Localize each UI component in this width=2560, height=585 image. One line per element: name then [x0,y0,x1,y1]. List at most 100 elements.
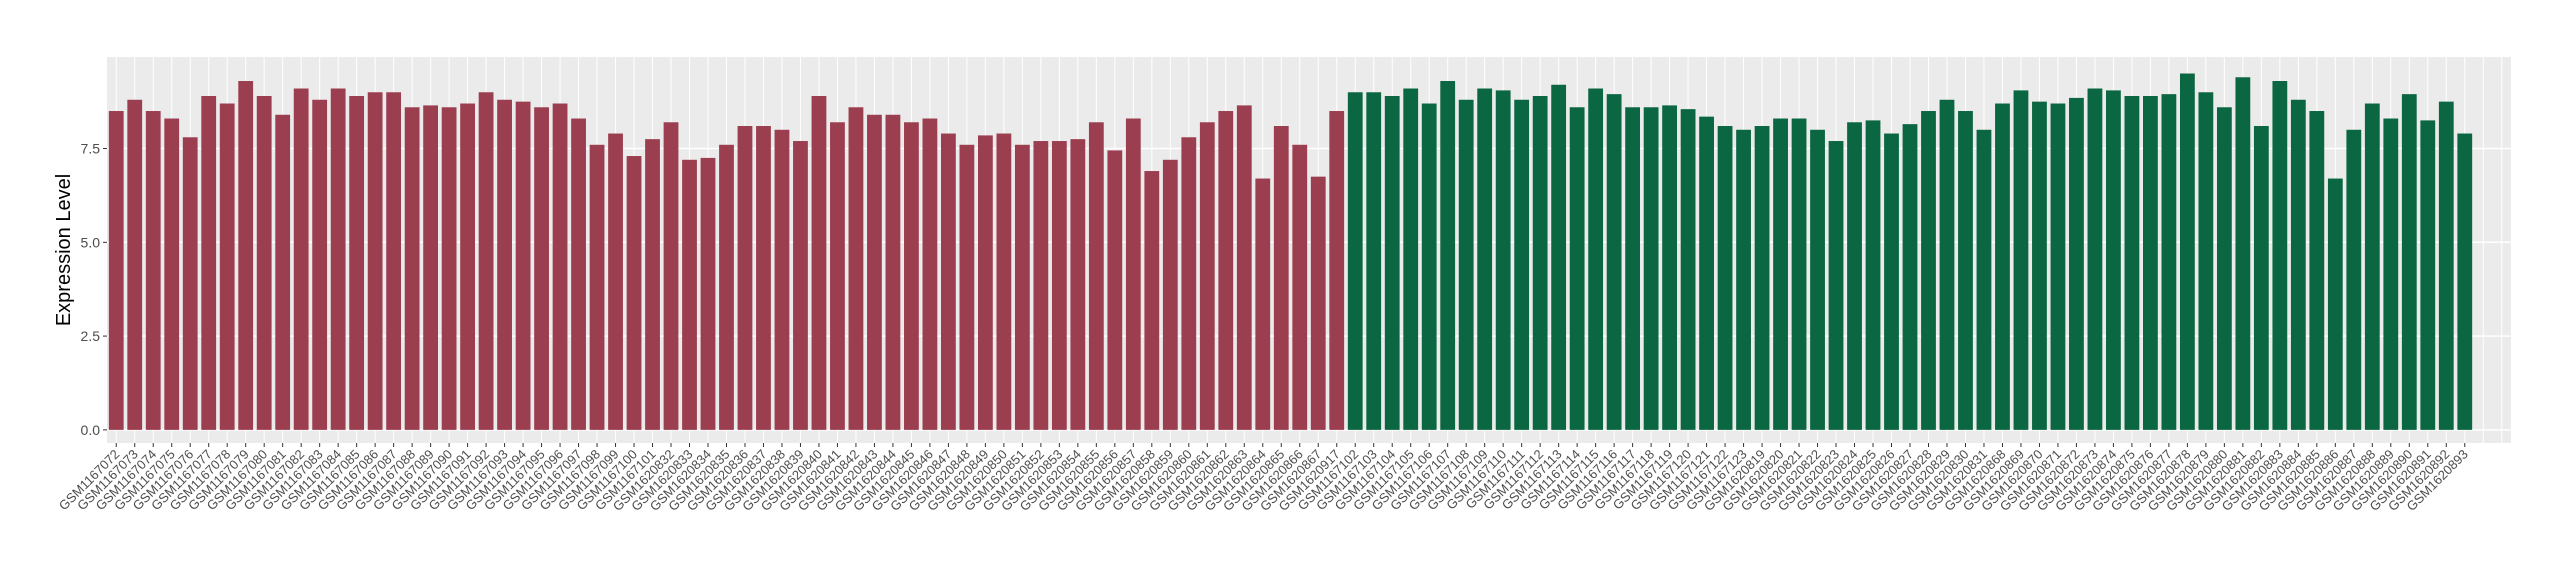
bar [1458,99,1474,430]
bar [756,126,771,430]
bar [2216,107,2232,430]
bar [182,137,198,430]
bar [1366,92,1382,430]
bar [904,122,919,430]
bar [1551,84,1567,430]
bar [959,144,975,430]
bar [219,103,235,430]
bar [848,107,864,430]
bar [534,107,549,430]
bar [1421,103,1437,430]
bar [441,107,457,430]
bar [1162,159,1178,430]
bar [1495,90,1511,430]
bar [478,92,494,430]
bar [108,111,124,430]
bar [996,133,1012,430]
bar [1828,141,1844,430]
bar [2383,118,2399,430]
bar [293,88,309,430]
bar [885,114,901,430]
bar [1199,122,1215,430]
bar [2253,126,2269,430]
bar [2457,133,2473,430]
bar [1754,126,1770,430]
y-tick-label: 2.5 [81,328,101,344]
y-tick-label: 7.5 [81,141,101,157]
bar [1532,96,1548,430]
bar [1107,150,1123,430]
bar [201,96,217,430]
bar [1588,88,1604,430]
bar [867,114,882,430]
bar [626,156,642,430]
bar [1440,81,1456,430]
bar [1976,129,1992,430]
bar [164,118,180,430]
bar [423,105,439,430]
bar [1773,118,1788,430]
bar [1921,111,1936,430]
bar [1847,122,1862,430]
bar [1625,107,1641,430]
bar [1995,103,2010,430]
bar [2143,96,2158,430]
bar [1051,141,1067,430]
bar [1791,118,1807,430]
bar [2198,92,2214,430]
bar [386,92,402,430]
bar [2290,99,2306,430]
bar [645,139,660,430]
bar [2420,120,2436,430]
bar [515,101,531,430]
bar [663,122,679,430]
bar [2272,81,2288,430]
bar [737,126,753,430]
bar [2050,103,2066,430]
bar [811,96,827,430]
bar [2124,96,2140,430]
bar [1070,139,1086,430]
bar [2032,101,2047,430]
bar [2013,90,2029,430]
bar [256,96,272,430]
bar [1125,118,1141,430]
bar [830,122,845,430]
bar [1810,129,1825,430]
bar [2364,103,2380,430]
y-tick-label: 5.0 [81,234,101,250]
bar [367,92,383,430]
bar [1958,111,1973,430]
bar [2438,101,2454,430]
bar [977,135,993,430]
bar [1144,171,1160,430]
bar [2401,94,2417,430]
bar [1384,96,1400,430]
bar [1236,105,1252,430]
bar [1569,107,1585,430]
bar [1680,109,1696,430]
bar [2179,73,2195,430]
bar [1273,126,1289,430]
bar [922,118,938,430]
bar [1514,99,1530,430]
bar [2069,97,2084,430]
bar [793,141,808,430]
bar [330,88,346,430]
bar [1347,92,1363,430]
bar [1033,141,1049,430]
bar [127,99,143,430]
bar [571,118,586,430]
bar [312,99,328,430]
y-tick-label: 0.0 [81,422,101,438]
bar [145,111,161,430]
bar [1939,99,1955,430]
bar [2309,111,2325,430]
bar [1902,124,1918,430]
bar [700,157,716,430]
y-axis-label: Expression Level [53,174,75,326]
bar [2235,77,2251,430]
bar [1181,137,1197,430]
bar [2346,129,2362,430]
